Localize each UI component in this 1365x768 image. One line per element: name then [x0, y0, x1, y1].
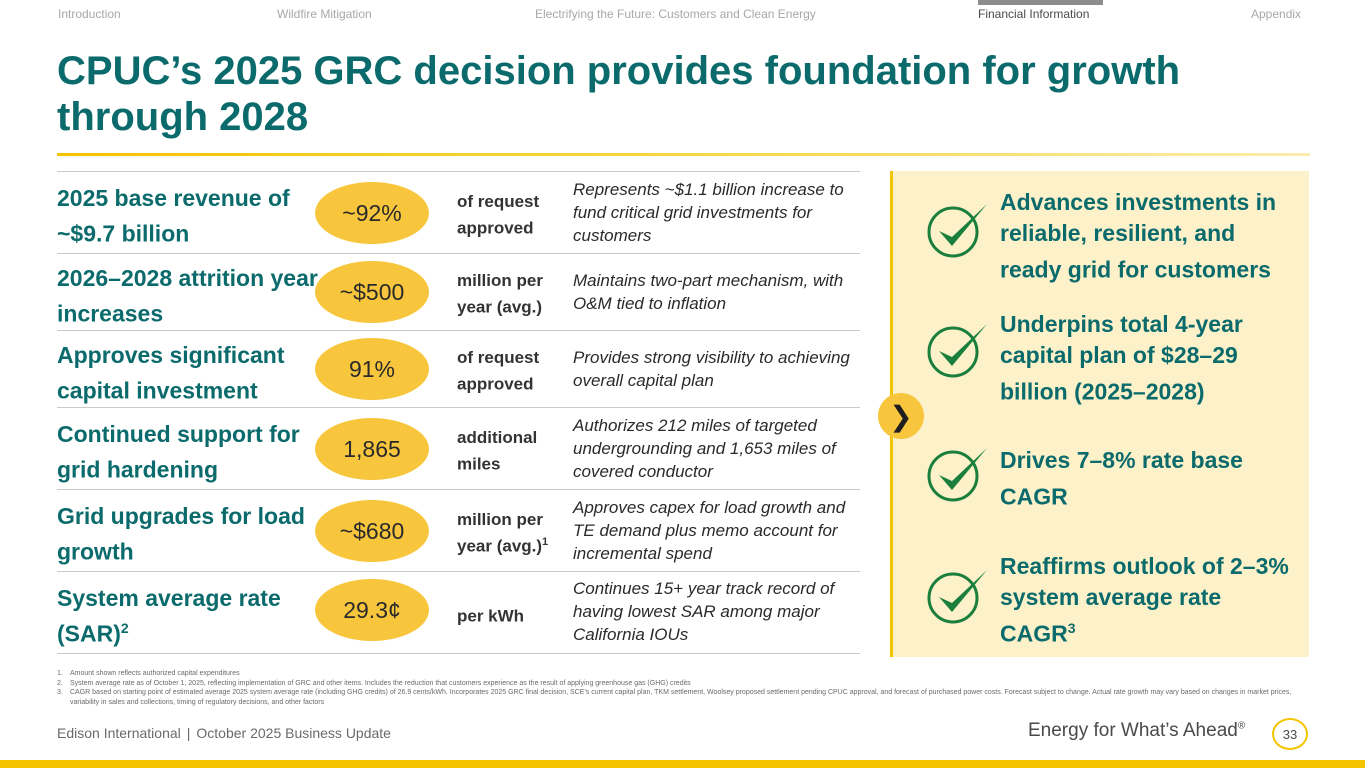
row-description: Maintains two-part mechanism, with O&M t…: [573, 271, 844, 313]
active-tab-indicator: [978, 0, 1103, 5]
row-label: 2026–2028 attrition year increases: [57, 265, 318, 327]
row-label: System average rate (SAR)2: [57, 585, 281, 647]
row-unit: of request approved: [457, 192, 540, 238]
title-divider: [57, 153, 1310, 156]
checkmark-icon: [927, 204, 987, 258]
outcome-capital-plan: Underpins total 4-year capital plan of $…: [1000, 311, 1243, 405]
footer-tagline: Energy for What’s Ahead®: [1028, 720, 1246, 741]
footnote-3: 3. CAGR based on starting point of estima…: [57, 689, 1292, 706]
row-description: Approves capex for load growth and TE de…: [573, 498, 846, 563]
page-number: 33: [1272, 718, 1308, 750]
checkmark-icon: [927, 570, 987, 624]
footer-company: Edison International: [57, 725, 181, 741]
page-title: CPUC’s 2025 GRC decision provides founda…: [57, 49, 1181, 139]
footnote-2: 2. System average rate as of October 1, 2…: [57, 679, 691, 687]
checkmark-icon: [927, 448, 987, 502]
row-description: Represents ~$1.1 billion increase to fun…: [573, 180, 844, 245]
value-badge: 29.3¢: [315, 579, 429, 641]
row-unit: additional miles: [457, 428, 538, 474]
nav-tab-financial-information[interactable]: Financial Information: [978, 7, 1090, 21]
value-badge: 1,865: [315, 418, 429, 480]
table-row-attrition-increases: 2026–2028 attrition year increases ~$500…: [57, 254, 860, 331]
value-badge: 91%: [315, 338, 429, 400]
row-unit: per kWh: [457, 606, 525, 626]
value-badge: ~92%: [315, 182, 429, 244]
footer-source: Edison International | October 2025 Busine…: [57, 725, 397, 741]
chevron-right-icon: ❯: [878, 393, 924, 439]
footer-event: October 2025 Business Update: [196, 725, 391, 741]
bottom-accent-bar: [0, 760, 1365, 768]
row-label: Grid upgrades for load growth: [57, 503, 305, 565]
nav-tab-wildfire-mitigation[interactable]: Wildfire Mitigation: [277, 7, 372, 21]
nav-tab-electrifying-the-future[interactable]: Electrifying the Future: Customers and C…: [535, 7, 816, 21]
nav-tab-introduction[interactable]: Introduction: [58, 7, 121, 21]
table-row-system-average-rate: System average rate (SAR)2 29.3¢ per kWh…: [57, 572, 860, 654]
footnotes: 1. Amount shown reflects authorized capit…: [57, 669, 1307, 707]
row-unit: million per year (avg.): [457, 271, 543, 317]
table-row-base-revenue: 2025 base revenue of ~$9.7 billion ~92% …: [57, 172, 860, 254]
row-unit: million per year (avg.)1: [457, 510, 549, 556]
footer-separator: |: [186, 725, 191, 741]
checkmark-icon: [927, 324, 987, 378]
row-label: Continued support for grid hardening: [57, 421, 300, 483]
table-top-divider: [57, 171, 860, 172]
table-row-capital-investment: Approves significant capital investment …: [57, 331, 860, 408]
row-description: Authorizes 212 miles of targeted undergr…: [573, 416, 836, 481]
row-label: Approves significant capital investment: [57, 342, 285, 404]
outcome-investments: Advances investments in reliable, resili…: [1000, 189, 1277, 283]
nav-tab-appendix[interactable]: Appendix: [1251, 7, 1302, 21]
row-description: Continues 15+ year track record of havin…: [573, 579, 835, 644]
table-row-grid-hardening: Continued support for grid hardening 1,8…: [57, 408, 860, 490]
value-badge: ~$500: [315, 261, 429, 323]
table-row-grid-upgrades: Grid upgrades for load growth ~$680 mill…: [57, 490, 860, 572]
row-description: Provides strong visibility to achieving …: [573, 348, 850, 390]
value-badge: ~$680: [315, 500, 429, 562]
row-label: 2025 base revenue of ~$9.7 billion: [57, 185, 290, 247]
outcome-system-rate-cagr: Reaffirms outlook of 2–3% system average…: [1000, 553, 1289, 647]
outcome-rate-base-cagr: Drives 7–8% rate base CAGR: [1000, 447, 1243, 510]
section-nav: Introduction Wildfire Mitigation Electri…: [0, 0, 1365, 30]
footnote-1: 1. Amount shown reflects authorized capit…: [57, 670, 240, 677]
row-unit: of request approved: [457, 348, 540, 394]
